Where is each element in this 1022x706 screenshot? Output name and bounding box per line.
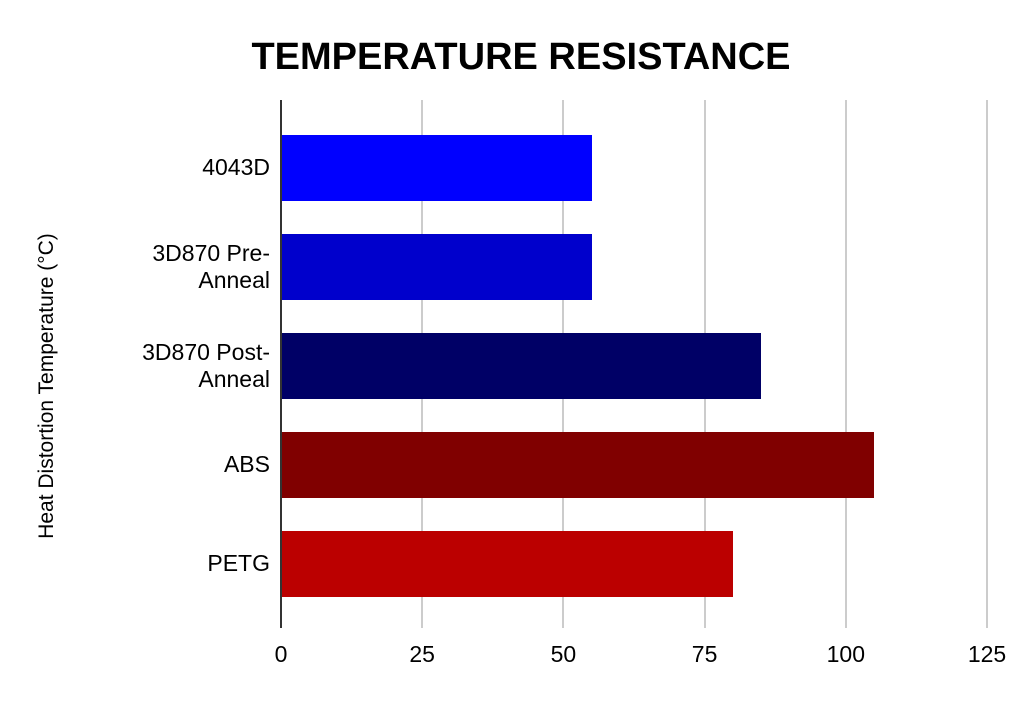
x-tick-label-75: 75 — [691, 641, 718, 667]
y-axis-line — [280, 100, 282, 628]
gridline-125 — [986, 100, 988, 628]
x-tick-label-50: 50 — [550, 641, 577, 667]
category-label-petg: PETG — [207, 550, 270, 577]
plot-area — [280, 100, 988, 628]
x-tick-label-0: 0 — [274, 641, 288, 667]
gridline-100 — [844, 100, 847, 628]
bar-3d870-post-anneal — [281, 333, 762, 399]
x-tick-label-25: 25 — [409, 641, 435, 667]
category-label-3d870-post-anneal: 3D870 Post-Anneal — [142, 338, 270, 392]
bar-abs — [281, 432, 875, 498]
category-label-4043d: 4043D — [202, 154, 270, 181]
x-tick-label-125: 125 — [967, 641, 1007, 667]
x-tick-label-100: 100 — [826, 641, 865, 667]
category-axis: 4043D 3D870 Pre-Anneal 3D870 Post-Anneal AB… — [115, 100, 270, 628]
category-label-3d870-pre-anneal: 3D870 Pre-Anneal — [152, 239, 270, 293]
bar-4043d — [281, 135, 592, 201]
bar-petg — [281, 531, 733, 597]
y-axis-label: Heat Distortion Temperature (°C) — [35, 233, 58, 539]
bar-3d870-pre-anneal — [281, 234, 592, 300]
chart-title: TEMPERATURE RESISTANCE — [251, 36, 791, 78]
category-label-abs: ABS — [223, 451, 270, 478]
x-axis-ticks: 0 25 50 75 100 125 — [275, 641, 1007, 671]
